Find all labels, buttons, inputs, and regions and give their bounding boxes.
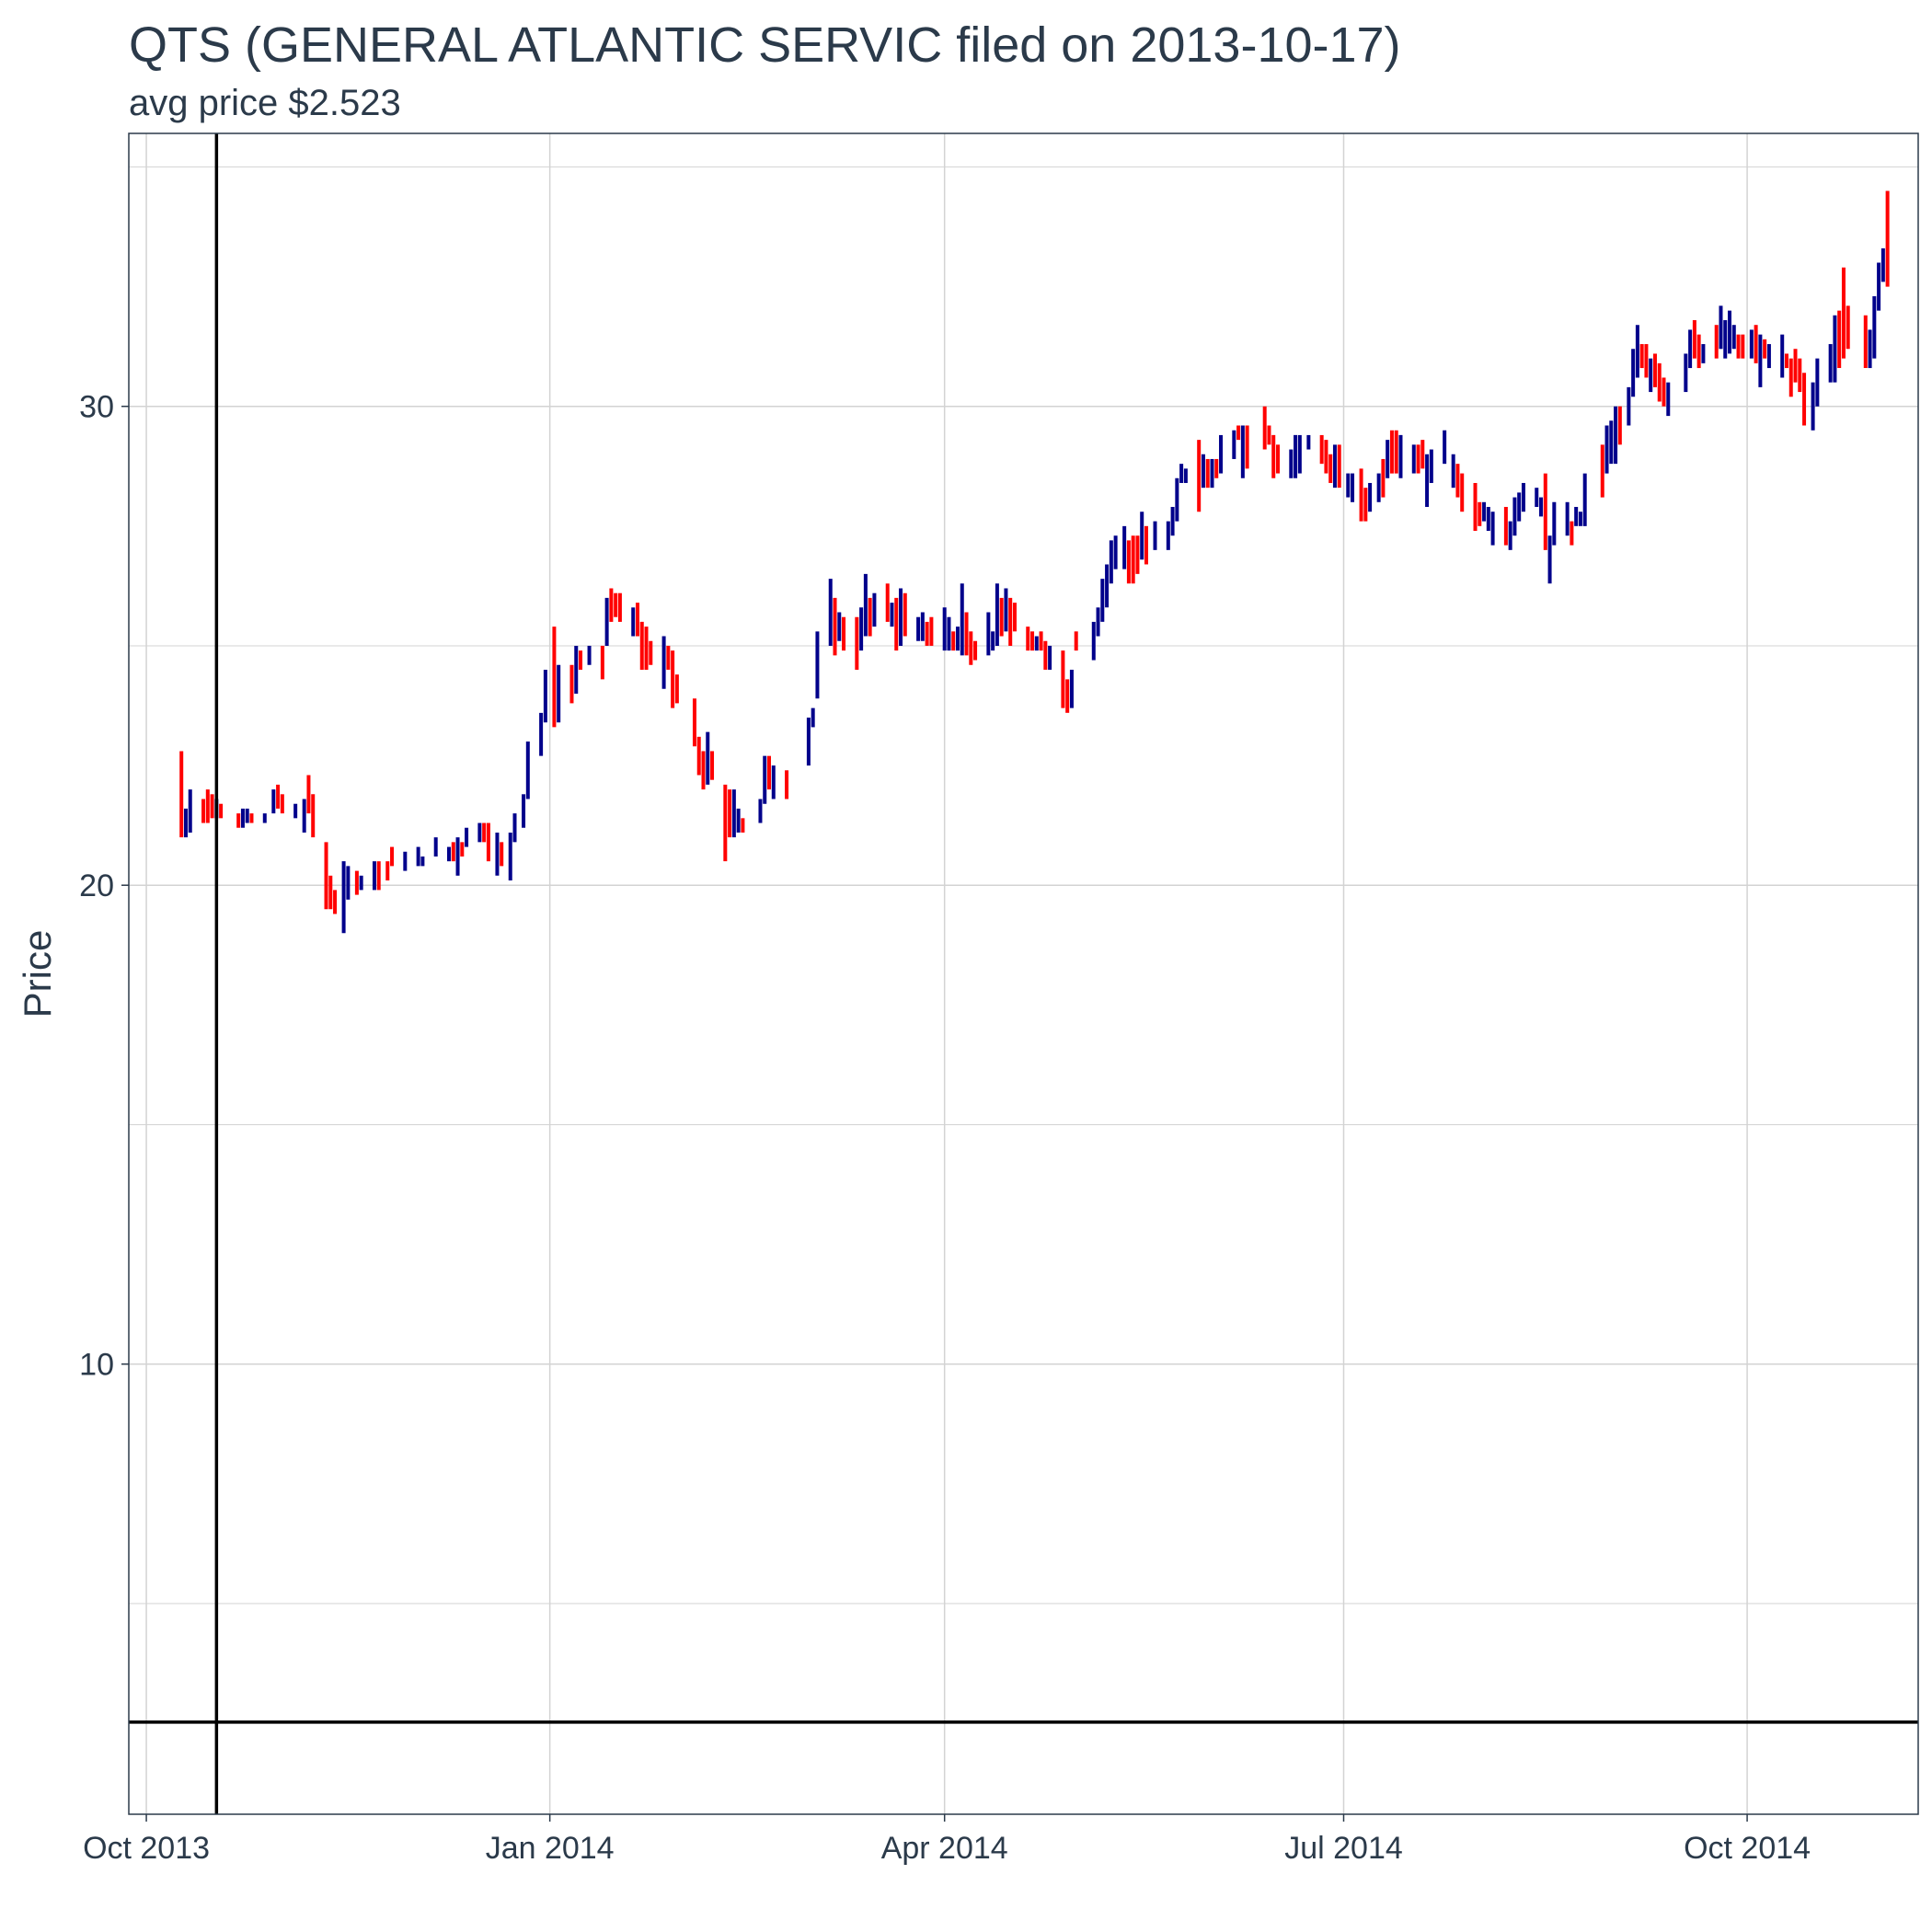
y-axis-label: Price [16, 930, 59, 1018]
plot-border [128, 132, 1919, 1815]
x-tick-label: Oct 2014 [1684, 1831, 1811, 1866]
x-tick-label: Jul 2014 [1284, 1831, 1403, 1866]
chart-title: QTS (GENERAL ATLANTIC SERVIC filed on 20… [129, 17, 1401, 73]
x-tick-label: Oct 2013 [83, 1831, 210, 1866]
chart-subtitle: avg price $2.523 [129, 83, 401, 123]
x-tick-label: Apr 2014 [881, 1831, 1008, 1866]
price-bars [179, 190, 1890, 934]
y-axis-ticks: 10 20 30 [79, 390, 129, 1383]
y-tick-label: 20 [79, 868, 114, 903]
y-tick-label: 10 [79, 1348, 114, 1383]
grid-lines [129, 133, 1918, 1814]
x-axis-ticks: Oct 2013 Jan 2014 Apr 2014 Jul 2014 Oct 2014 [83, 1814, 1811, 1866]
x-tick-label: Jan 2014 [486, 1831, 615, 1866]
reference-lines [129, 133, 1918, 1814]
y-tick-label: 30 [79, 390, 114, 425]
